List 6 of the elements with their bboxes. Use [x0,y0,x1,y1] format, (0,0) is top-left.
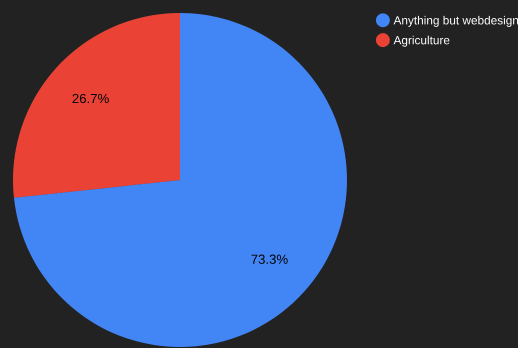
data-label: 73.3% [251,254,288,264]
legend-label: Anything but webdesign [394,16,518,27]
data-label: 26.7% [72,94,109,104]
pie-slice [13,13,180,198]
legend-label: Agriculture [394,36,450,47]
pie-slice [14,13,347,347]
